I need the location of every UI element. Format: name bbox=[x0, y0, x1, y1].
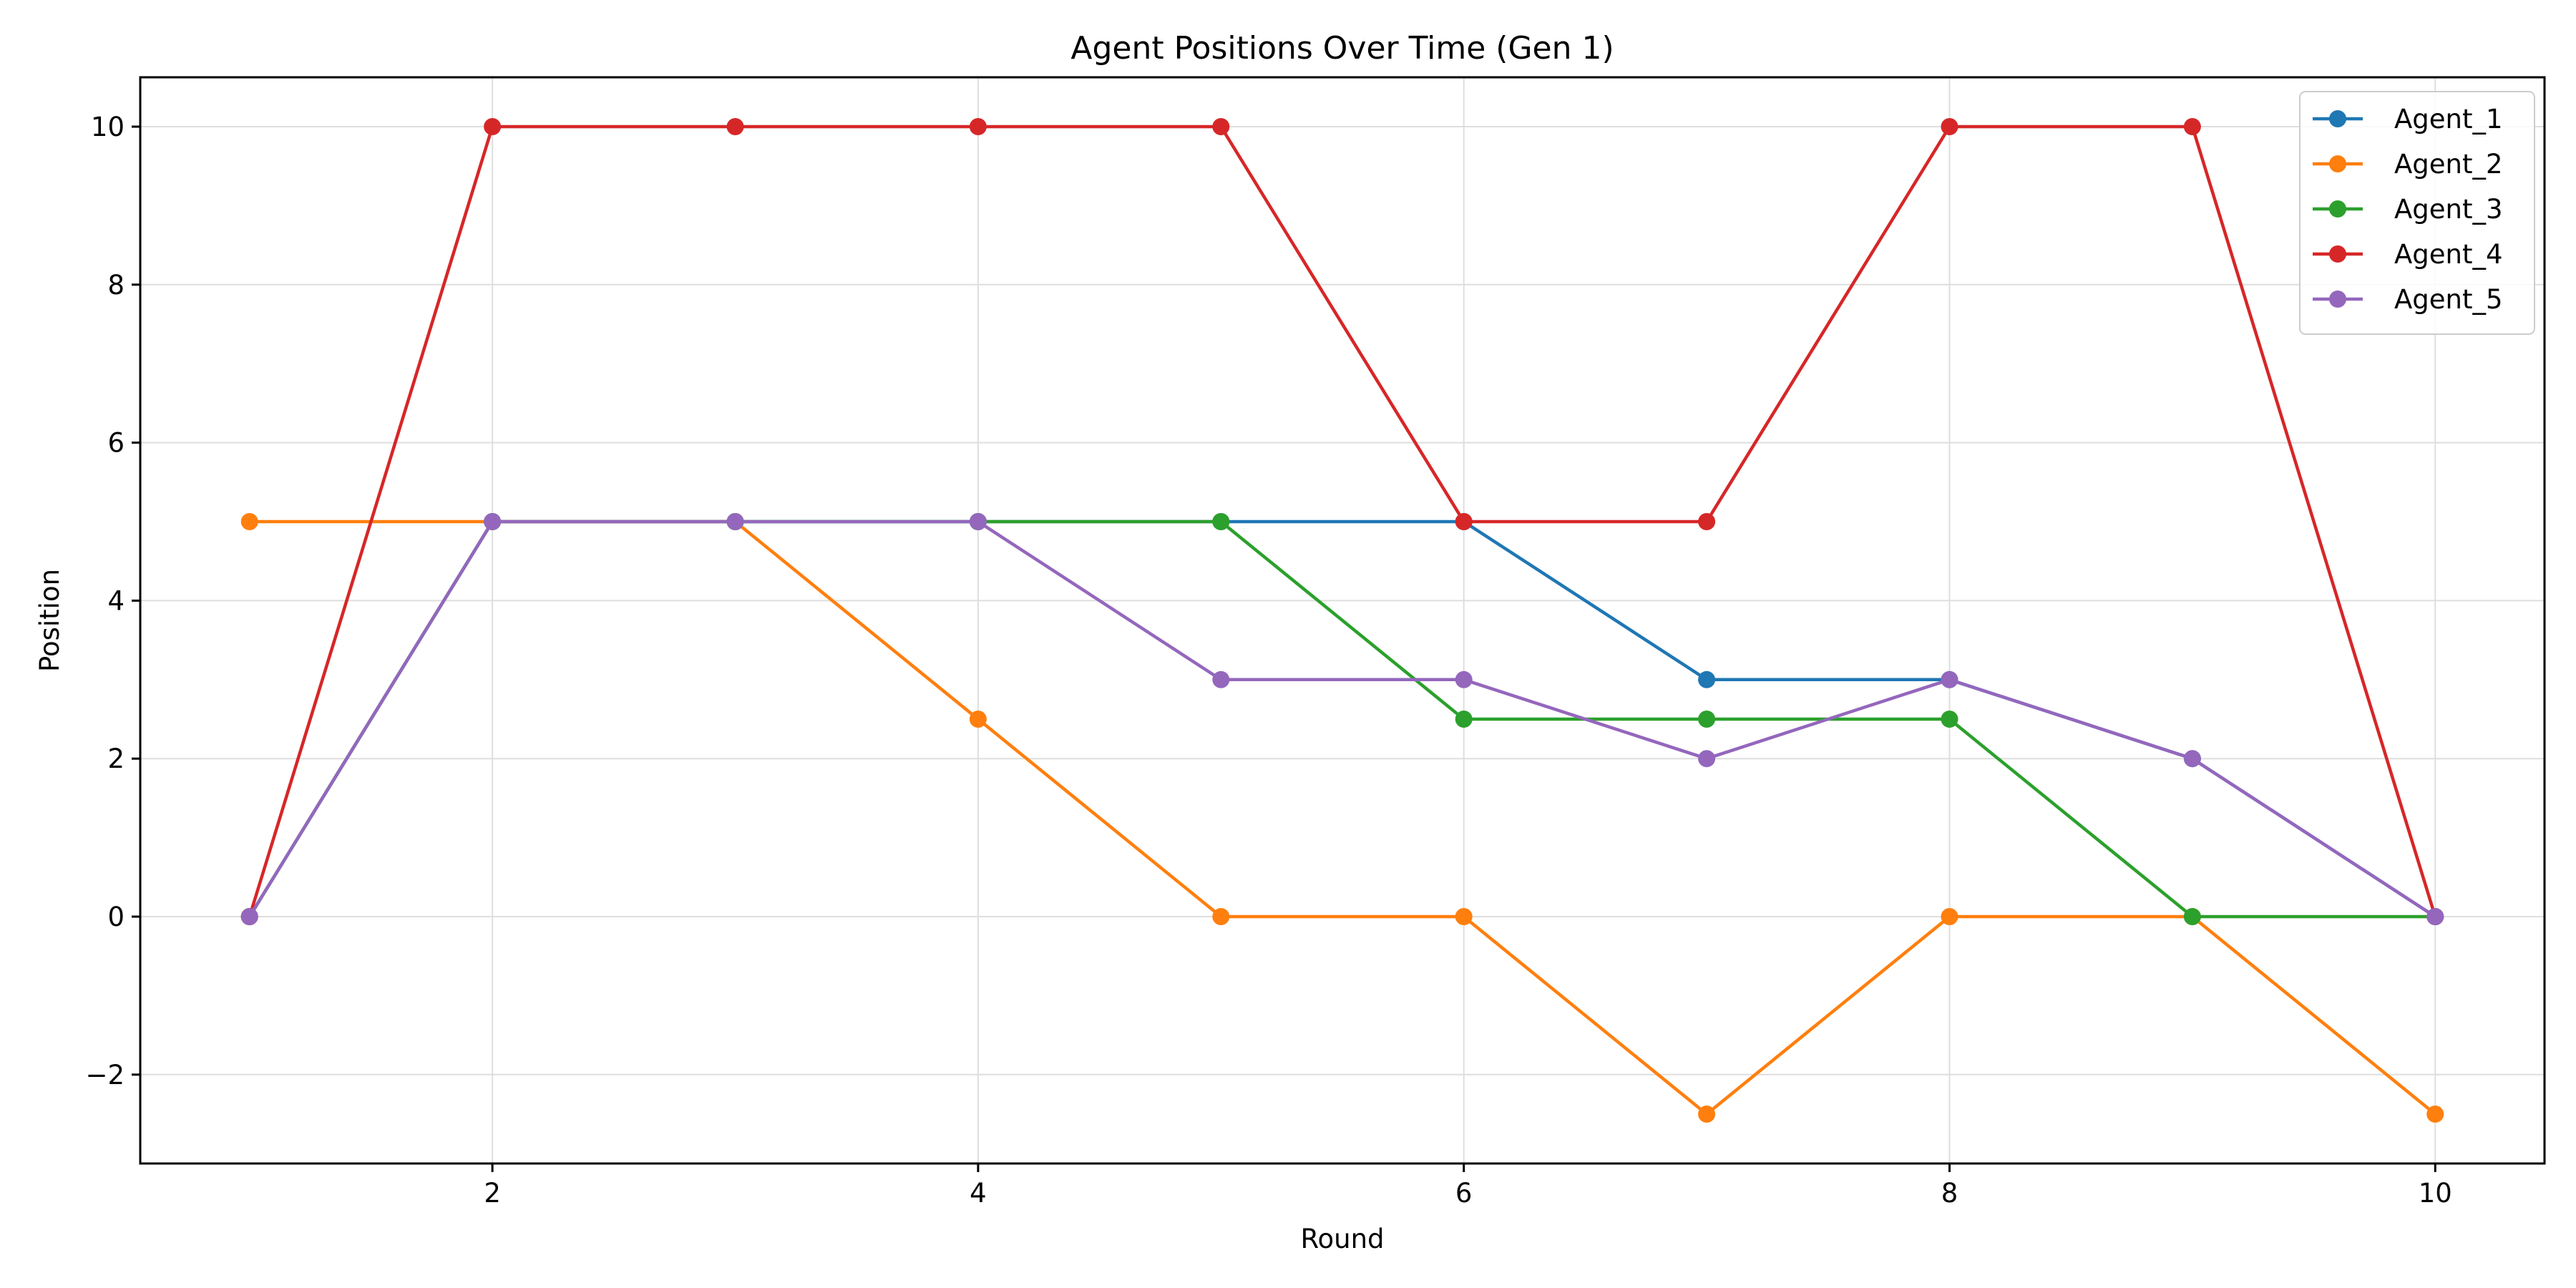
x-axis: 2 4 6 8 10 bbox=[484, 1163, 2452, 1209]
legend-label: Agent_2 bbox=[2394, 149, 2503, 180]
series-group bbox=[240, 118, 2444, 1123]
legend-swatch-marker bbox=[2329, 155, 2346, 172]
data-point bbox=[1698, 711, 1716, 728]
data-point bbox=[2183, 118, 2201, 135]
data-point bbox=[726, 118, 744, 135]
legend-label: Agent_5 bbox=[2394, 284, 2503, 315]
data-point bbox=[2183, 908, 2201, 925]
data-point bbox=[1455, 513, 1473, 530]
data-point bbox=[1455, 711, 1473, 728]
data-point bbox=[1212, 513, 1230, 530]
data-point bbox=[1212, 670, 1230, 688]
data-point bbox=[240, 908, 258, 925]
data-point bbox=[1941, 711, 1958, 728]
y-tick-label: 6 bbox=[107, 428, 125, 459]
series-agent-5 bbox=[240, 513, 2444, 925]
legend-item: Agent_5 bbox=[2313, 284, 2503, 315]
legend-swatch-marker bbox=[2329, 291, 2346, 308]
data-point bbox=[1698, 513, 1716, 530]
data-point bbox=[1698, 670, 1716, 688]
x-tick-label: 6 bbox=[1455, 1178, 1473, 1209]
x-tick-label: 4 bbox=[970, 1178, 987, 1209]
data-point bbox=[1212, 118, 1230, 135]
data-point bbox=[240, 513, 258, 530]
legend-label: Agent_1 bbox=[2394, 104, 2503, 135]
data-point bbox=[2183, 750, 2201, 768]
legend-item: Agent_4 bbox=[2313, 239, 2503, 270]
plot-frame bbox=[139, 76, 2546, 1165]
series-agent-4 bbox=[240, 118, 2444, 925]
y-axis: −2 0 2 4 6 8 10 bbox=[85, 112, 140, 1091]
data-point bbox=[2426, 908, 2444, 925]
legend-swatch-marker bbox=[2329, 200, 2346, 218]
legend-swatch-marker bbox=[2329, 245, 2346, 263]
data-point bbox=[1941, 118, 1958, 135]
data-point bbox=[969, 711, 987, 728]
data-point bbox=[1455, 670, 1473, 688]
data-point bbox=[726, 513, 744, 530]
data-point bbox=[1941, 670, 1958, 688]
series-agent-1 bbox=[240, 513, 2444, 925]
data-point bbox=[484, 513, 502, 530]
data-point bbox=[1212, 908, 1230, 925]
x-axis-label: Round bbox=[1300, 1224, 1384, 1254]
legend-item: Agent_1 bbox=[2313, 104, 2503, 135]
series-line bbox=[248, 125, 2437, 917]
data-point bbox=[1698, 1106, 1716, 1123]
series-line bbox=[248, 519, 2436, 919]
legend-label: Agent_3 bbox=[2394, 194, 2503, 225]
series-line bbox=[248, 519, 2436, 918]
x-tick-label: 8 bbox=[1941, 1178, 1958, 1209]
data-point bbox=[484, 118, 502, 135]
series-line bbox=[249, 519, 2436, 1116]
y-tick-label: 2 bbox=[107, 743, 125, 774]
y-tick-label: 8 bbox=[107, 270, 125, 301]
data-point bbox=[1698, 750, 1716, 768]
y-tick-label: 10 bbox=[91, 112, 125, 142]
data-point bbox=[969, 118, 987, 135]
legend-item: Agent_2 bbox=[2313, 149, 2503, 180]
series-line bbox=[248, 519, 2436, 918]
x-tick-label: 10 bbox=[2419, 1178, 2452, 1209]
legend-item: Agent_3 bbox=[2313, 194, 2503, 225]
legend-box bbox=[2299, 91, 2535, 335]
y-tick-label: −2 bbox=[85, 1060, 125, 1091]
chart-title: Agent Positions Over Time (Gen 1) bbox=[1070, 30, 1614, 67]
legend-label: Agent_4 bbox=[2394, 239, 2503, 270]
data-point bbox=[1455, 908, 1473, 925]
legend: Agent_1 Agent_2 Agent_3 Agent_4 Agent_5 bbox=[2299, 91, 2535, 335]
legend-swatch-marker bbox=[2329, 110, 2346, 127]
y-tick-label: 0 bbox=[107, 902, 125, 932]
data-point bbox=[1941, 908, 1958, 925]
data-point bbox=[2426, 1106, 2444, 1123]
y-axis-label: Position bbox=[34, 569, 65, 672]
series-agent-3 bbox=[240, 513, 2444, 925]
y-tick-label: 4 bbox=[107, 585, 125, 616]
series-agent-2 bbox=[240, 513, 2444, 1123]
x-tick-label: 2 bbox=[484, 1178, 501, 1209]
data-point bbox=[969, 513, 987, 530]
